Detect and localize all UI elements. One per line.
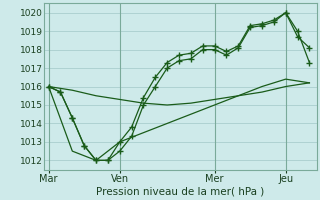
X-axis label: Pression niveau de la mer( hPa ): Pression niveau de la mer( hPa ) bbox=[96, 187, 264, 197]
